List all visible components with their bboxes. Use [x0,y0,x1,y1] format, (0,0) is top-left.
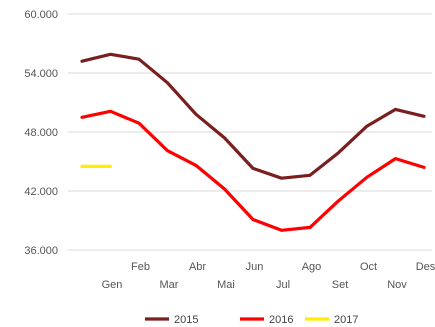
y-axis-tick-labels: 36.000 42.000 48.000 54.000 60.000 [24,9,58,257]
y-tick-label: 48.000 [24,127,58,139]
x-tick-label: Mai [217,279,235,291]
series-line-2016 [80,109,426,232]
x-axis-tick-labels: Gen Feb Mar Abr Mai Jun Jul Ago Set Oct Nov Des [102,261,435,291]
y-tick-label: 60.000 [24,9,58,21]
x-tick-label: Jun [246,261,264,273]
x-tick-label: Oct [360,261,377,273]
x-tick-label: Ago [302,261,322,273]
x-tick-label: Set [332,279,349,291]
x-tick-label: Feb [131,261,150,273]
y-tick-label: 36.000 [24,245,58,257]
x-tick-label: Abr [189,261,206,273]
y-tick-label: 42.000 [24,186,58,198]
legend: 2015 2016 2017 [145,314,358,326]
legend-label: 2017 [334,314,358,326]
x-tick-label: Nov [387,279,407,291]
series-lines [80,52,426,232]
x-tick-label: Gen [102,279,123,291]
y-tick-label: 54.000 [24,68,58,80]
x-tick-label: Des [416,261,435,273]
gridlines [68,13,432,251]
series-line-2015 [80,52,426,180]
x-tick-label: Mar [160,279,179,291]
legend-label: 2016 [269,314,293,326]
legend-label: 2015 [174,314,198,326]
x-tick-label: Jul [276,279,290,291]
